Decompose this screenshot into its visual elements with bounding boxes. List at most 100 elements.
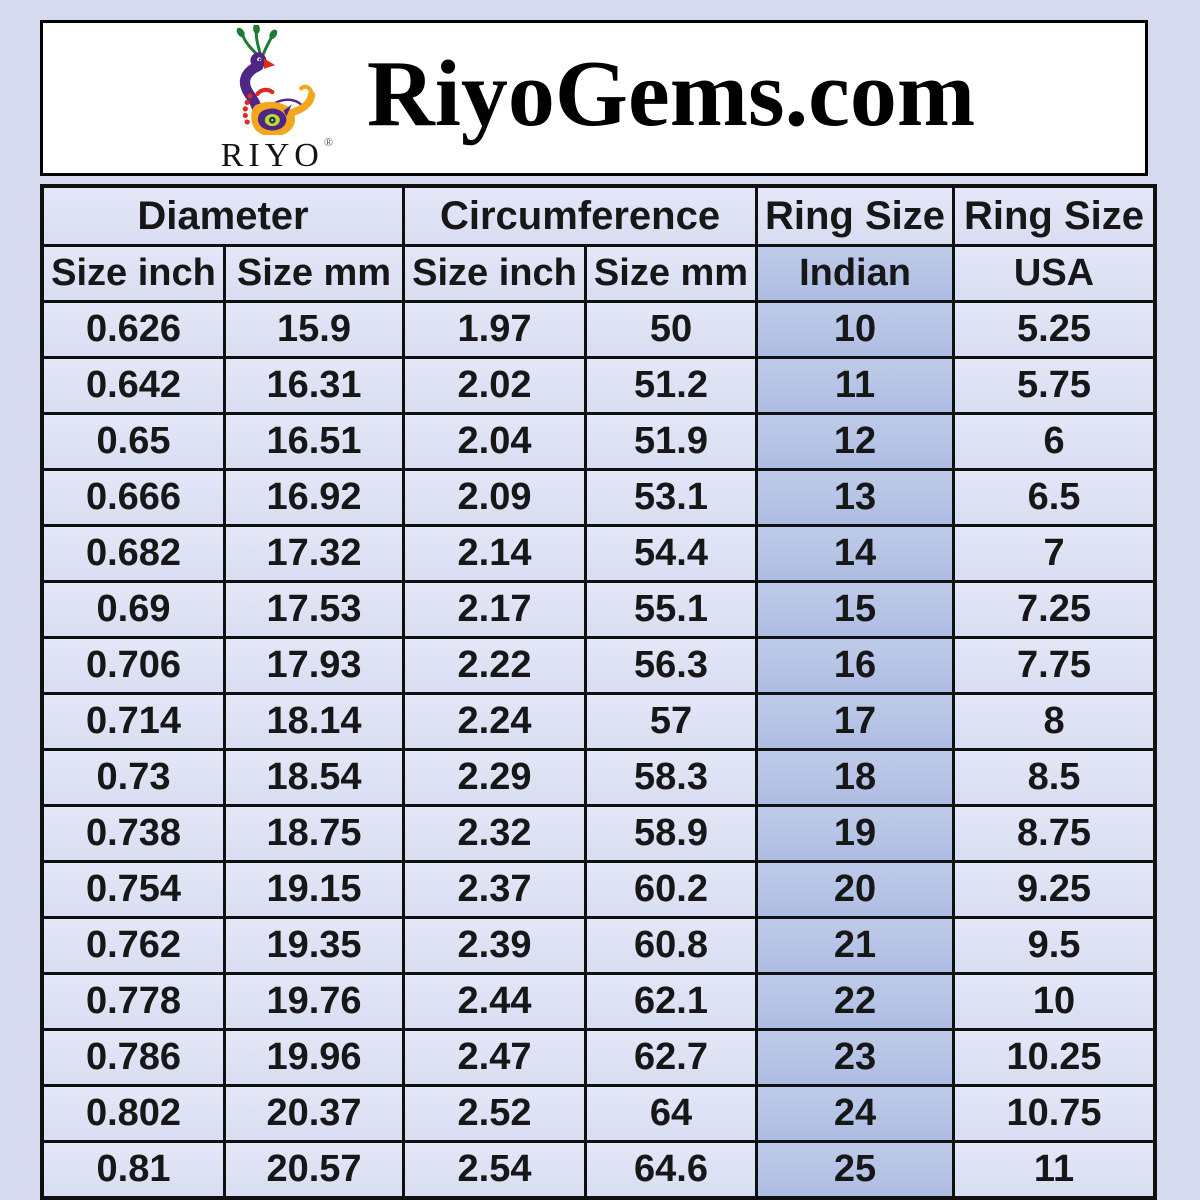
table-row: 0.81 20.57 2.54 64.6 25 11: [44, 1143, 1154, 1196]
table-cell: 0.706: [44, 639, 223, 692]
table-cell: 0.762: [44, 919, 223, 972]
table-cell: 16.31: [226, 359, 403, 412]
table-cell: 0.738: [44, 807, 223, 860]
table-cell: 2.44: [405, 975, 585, 1028]
table-cell: 11: [758, 359, 953, 412]
table-head: Diameter Circumference Ring Size Ring Size S…: [44, 188, 1154, 300]
table-cell: 62.1: [587, 975, 756, 1028]
table-cell: 17: [758, 695, 953, 748]
table-cell: 2.39: [405, 919, 585, 972]
table-row: 0.738 18.75 2.32 58.9 19 8.75: [44, 807, 1154, 860]
table-cell: 6.5: [955, 471, 1154, 524]
table-cell: 10: [955, 975, 1154, 1028]
table-cell: 5.25: [955, 303, 1154, 356]
table-cell: 60.8: [587, 919, 756, 972]
table-cell: 17.93: [226, 639, 403, 692]
site-title: RiyoGems.com: [366, 42, 976, 146]
table-cell: 9.5: [955, 919, 1154, 972]
table-row: 0.802 20.37 2.52 64 24 10.75: [44, 1087, 1154, 1140]
table-row: 0.754 19.15 2.37 60.2 20 9.25: [44, 863, 1154, 916]
table-cell: 7.75: [955, 639, 1154, 692]
brand-header: RIYO® RiyoGems.com: [40, 20, 1148, 176]
column-header: Size inch: [44, 247, 223, 300]
table-cell: 2.47: [405, 1031, 585, 1084]
table-row: 0.762 19.35 2.39 60.8 21 9.5: [44, 919, 1154, 972]
table-cell: 2.29: [405, 751, 585, 804]
table-cell: 18: [758, 751, 953, 804]
table-cell: 0.65: [44, 415, 223, 468]
table-cell: 17.32: [226, 527, 403, 580]
table-cell: 15: [758, 583, 953, 636]
table-cell: 16: [758, 639, 953, 692]
ring-size-table: Diameter Circumference Ring Size Ring Size S…: [40, 184, 1158, 1200]
column-group-header: Ring Size: [758, 188, 953, 244]
table-cell: 0.69: [44, 583, 223, 636]
table-cell: 18.14: [226, 695, 403, 748]
table-cell: 16.51: [226, 415, 403, 468]
table-cell: 18.75: [226, 807, 403, 860]
column-header: Size mm: [226, 247, 403, 300]
table-cell: 19.15: [226, 863, 403, 916]
table-cell: 51.2: [587, 359, 756, 412]
table-cell: 8: [955, 695, 1154, 748]
logo-wordmark: RIYO®: [221, 136, 333, 173]
column-group-header: Diameter: [44, 188, 403, 244]
column-group-header: Ring Size: [955, 188, 1154, 244]
table-cell: 8.75: [955, 807, 1154, 860]
table-cell: 2.04: [405, 415, 585, 468]
table-cell: 51.9: [587, 415, 756, 468]
table-cell: 10.25: [955, 1031, 1154, 1084]
table-cell: 20: [758, 863, 953, 916]
table-cell: 7: [955, 527, 1154, 580]
table-cell: 0.682: [44, 527, 223, 580]
logo-wordmark-text: RIYO: [220, 137, 324, 174]
table-cell: 6: [955, 415, 1154, 468]
column-group-header: Circumference: [405, 188, 756, 244]
table-cell: 56.3: [587, 639, 756, 692]
table-row: 0.642 16.31 2.02 51.2 11 5.75: [44, 359, 1154, 412]
column-header: Size mm: [587, 247, 756, 300]
table-cell: 19.96: [226, 1031, 403, 1084]
table-cell: 20.57: [226, 1143, 403, 1196]
registered-mark: ®: [323, 135, 333, 149]
table-cell: 16.92: [226, 471, 403, 524]
table-cell: 23: [758, 1031, 953, 1084]
table-cell: 0.802: [44, 1087, 223, 1140]
table-cell: 0.642: [44, 359, 223, 412]
table-cell: 62.7: [587, 1031, 756, 1084]
table-row: 0.69 17.53 2.17 55.1 15 7.25: [44, 583, 1154, 636]
sub-header-row: Size inch Size mm Size inch Size mm Indian US…: [44, 247, 1154, 300]
peacock-logo-icon: [236, 25, 316, 135]
table-row: 0.706 17.93 2.22 56.3 16 7.75: [44, 639, 1154, 692]
table-row: 0.626 15.9 1.97 50 10 5.25: [44, 303, 1154, 356]
table-cell: 5.75: [955, 359, 1154, 412]
table-cell: 10.75: [955, 1087, 1154, 1140]
column-header: Size inch: [405, 247, 585, 300]
table-cell: 8.5: [955, 751, 1154, 804]
table-row: 0.73 18.54 2.29 58.3 18 8.5: [44, 751, 1154, 804]
table-cell: 0.786: [44, 1031, 223, 1084]
column-header: USA: [955, 247, 1154, 300]
table-cell: 0.626: [44, 303, 223, 356]
table-cell: 0.754: [44, 863, 223, 916]
table-cell: 2.24: [405, 695, 585, 748]
table-row: 0.786 19.96 2.47 62.7 23 10.25: [44, 1031, 1154, 1084]
table-cell: 17.53: [226, 583, 403, 636]
table-cell: 2.37: [405, 863, 585, 916]
table-cell: 55.1: [587, 583, 756, 636]
riyo-logo: RIYO®: [213, 25, 341, 173]
table-cell: 19: [758, 807, 953, 860]
table-cell: 7.25: [955, 583, 1154, 636]
table-cell: 15.9: [226, 303, 403, 356]
table-cell: 64.6: [587, 1143, 756, 1196]
table-cell: 10: [758, 303, 953, 356]
table-cell: 19.76: [226, 975, 403, 1028]
table-cell: 22: [758, 975, 953, 1028]
table-cell: 64: [587, 1087, 756, 1140]
table-cell: 0.81: [44, 1143, 223, 1196]
table-cell: 0.73: [44, 751, 223, 804]
table-cell: 2.02: [405, 359, 585, 412]
table-cell: 57: [587, 695, 756, 748]
table-cell: 60.2: [587, 863, 756, 916]
